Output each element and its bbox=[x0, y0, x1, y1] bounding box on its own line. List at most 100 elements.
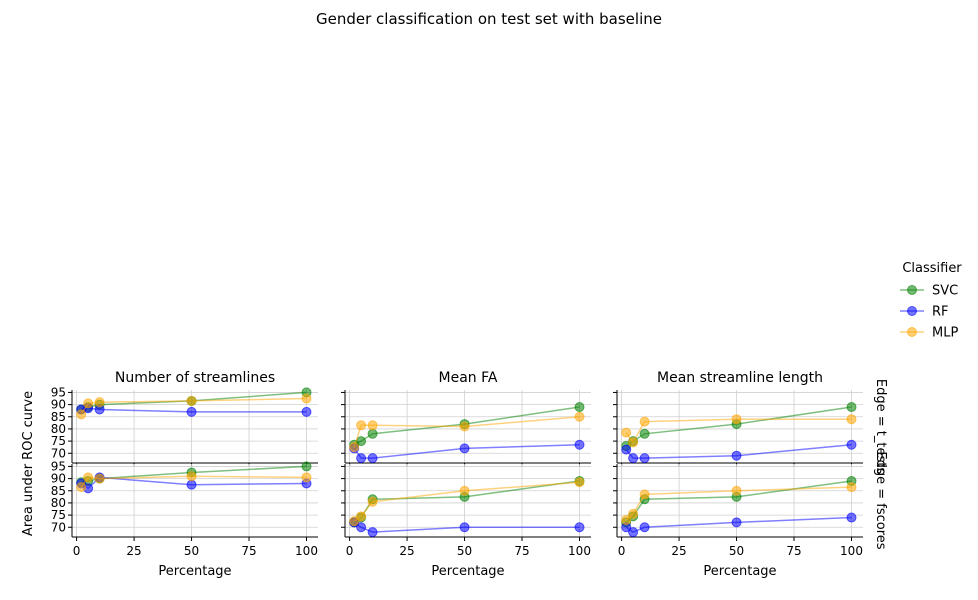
legend-entry: SVC bbox=[932, 284, 958, 299]
data-point-mlp bbox=[639, 416, 650, 427]
data-point-rf bbox=[574, 439, 585, 450]
x-tick-label: 75 bbox=[514, 544, 529, 558]
x-tick-label: 25 bbox=[126, 544, 141, 558]
y-tick-label: 70 bbox=[51, 520, 66, 534]
panel-series-1-0 bbox=[76, 461, 312, 494]
y-tick-label: 80 bbox=[51, 422, 66, 436]
data-point-rf bbox=[574, 522, 585, 533]
y-tick-label: 75 bbox=[51, 508, 66, 522]
data-point-mlp bbox=[628, 437, 639, 448]
legend-entry: RF bbox=[932, 305, 949, 320]
column-title: Number of streamlines bbox=[115, 370, 275, 386]
data-point-mlp bbox=[459, 485, 470, 496]
x-tick-label: 100 bbox=[568, 544, 591, 558]
data-point-mlp bbox=[367, 420, 378, 431]
x-tick-label: 0 bbox=[73, 544, 81, 558]
data-point-rf bbox=[621, 444, 632, 455]
data-point-mlp bbox=[94, 397, 105, 408]
y-tick-label: 85 bbox=[51, 410, 66, 424]
y-tick-label: 95 bbox=[51, 459, 66, 473]
data-point-mlp bbox=[639, 489, 650, 500]
data-point-mlp bbox=[301, 393, 312, 404]
y-axis-label: Area under ROC curve bbox=[21, 391, 36, 536]
data-point-rf bbox=[186, 406, 197, 417]
data-point-mlp bbox=[574, 477, 585, 488]
data-point-mlp bbox=[621, 427, 632, 438]
data-point-mlp bbox=[83, 472, 94, 483]
data-point-mlp bbox=[367, 496, 378, 507]
y-tick-label: 90 bbox=[51, 398, 66, 412]
data-point-mlp bbox=[186, 471, 197, 482]
legend: Classifier SVC RF MLP bbox=[900, 261, 962, 341]
data-point-rf bbox=[731, 517, 742, 528]
panel-series-0-2 bbox=[621, 402, 857, 464]
y-tick-label: 90 bbox=[51, 472, 66, 486]
data-point-mlp bbox=[459, 421, 470, 432]
data-point-mlp bbox=[574, 411, 585, 422]
legend-swatch-marker bbox=[907, 306, 917, 316]
data-point-rf bbox=[628, 453, 639, 464]
data-point-rf bbox=[731, 450, 742, 461]
x-tick-label: 100 bbox=[840, 544, 863, 558]
x-tick-label: 100 bbox=[295, 544, 318, 558]
chart-title: Gender classification on test set with b… bbox=[316, 10, 662, 28]
data-point-svc bbox=[367, 428, 378, 439]
data-point-rf bbox=[356, 522, 367, 533]
data-point-mlp bbox=[356, 420, 367, 431]
data-point-mlp bbox=[846, 414, 857, 425]
panel-series-1-2 bbox=[621, 476, 857, 538]
data-point-mlp bbox=[356, 511, 367, 522]
column-title: Mean FA bbox=[439, 370, 498, 386]
x-tick-label: 25 bbox=[671, 544, 686, 558]
data-point-svc bbox=[639, 428, 650, 439]
legend-swatch-marker bbox=[907, 285, 917, 295]
x-axis-label: Percentage bbox=[703, 564, 776, 579]
y-tick-label: 80 bbox=[51, 496, 66, 510]
panel-series-0-1 bbox=[349, 402, 585, 464]
x-tick-label: 25 bbox=[399, 544, 414, 558]
data-point-svc bbox=[301, 461, 312, 472]
y-tick-label: 70 bbox=[51, 446, 66, 460]
y-tick-label: 85 bbox=[51, 484, 66, 498]
x-tick-label: 75 bbox=[241, 544, 256, 558]
data-point-svc bbox=[574, 402, 585, 413]
row-label: Edge = t_tests bbox=[873, 379, 888, 474]
x-tick-label: 50 bbox=[184, 544, 199, 558]
data-point-mlp bbox=[349, 516, 360, 527]
data-point-rf bbox=[459, 522, 470, 533]
data-point-rf bbox=[301, 406, 312, 417]
x-axis-label: Percentage bbox=[158, 564, 231, 579]
x-tick-label: 0 bbox=[618, 544, 626, 558]
data-point-svc bbox=[846, 402, 857, 413]
panel-0-1: Mean FA bbox=[341, 370, 591, 467]
data-point-mlp bbox=[301, 472, 312, 483]
data-point-mlp bbox=[621, 514, 632, 525]
data-point-rf bbox=[356, 453, 367, 464]
data-point-mlp bbox=[846, 482, 857, 493]
data-point-mlp bbox=[731, 414, 742, 425]
data-point-rf bbox=[186, 479, 197, 490]
x-tick-label: 0 bbox=[346, 544, 354, 558]
data-point-mlp bbox=[76, 409, 87, 420]
panel-series-1-1 bbox=[349, 476, 585, 538]
data-point-mlp bbox=[94, 473, 105, 484]
panel-1-1: 0 25 50 75 100 Percentage bbox=[341, 464, 591, 579]
y-tick-label: 95 bbox=[51, 385, 66, 399]
data-point-rf bbox=[459, 443, 470, 454]
legend-entry: MLP bbox=[932, 326, 958, 341]
y-tick-label: 75 bbox=[51, 434, 66, 448]
x-tick-label: 50 bbox=[457, 544, 472, 558]
data-point-mlp bbox=[349, 442, 360, 453]
data-point-rf bbox=[846, 439, 857, 450]
panel-series-0-0 bbox=[76, 387, 312, 420]
data-point-mlp bbox=[186, 395, 197, 406]
x-axis-label: Percentage bbox=[431, 564, 504, 579]
data-point-rf bbox=[639, 453, 650, 464]
data-point-rf bbox=[367, 527, 378, 538]
data-point-mlp bbox=[628, 508, 639, 519]
x-tick-label: 75 bbox=[786, 544, 801, 558]
data-point-rf bbox=[628, 527, 639, 538]
